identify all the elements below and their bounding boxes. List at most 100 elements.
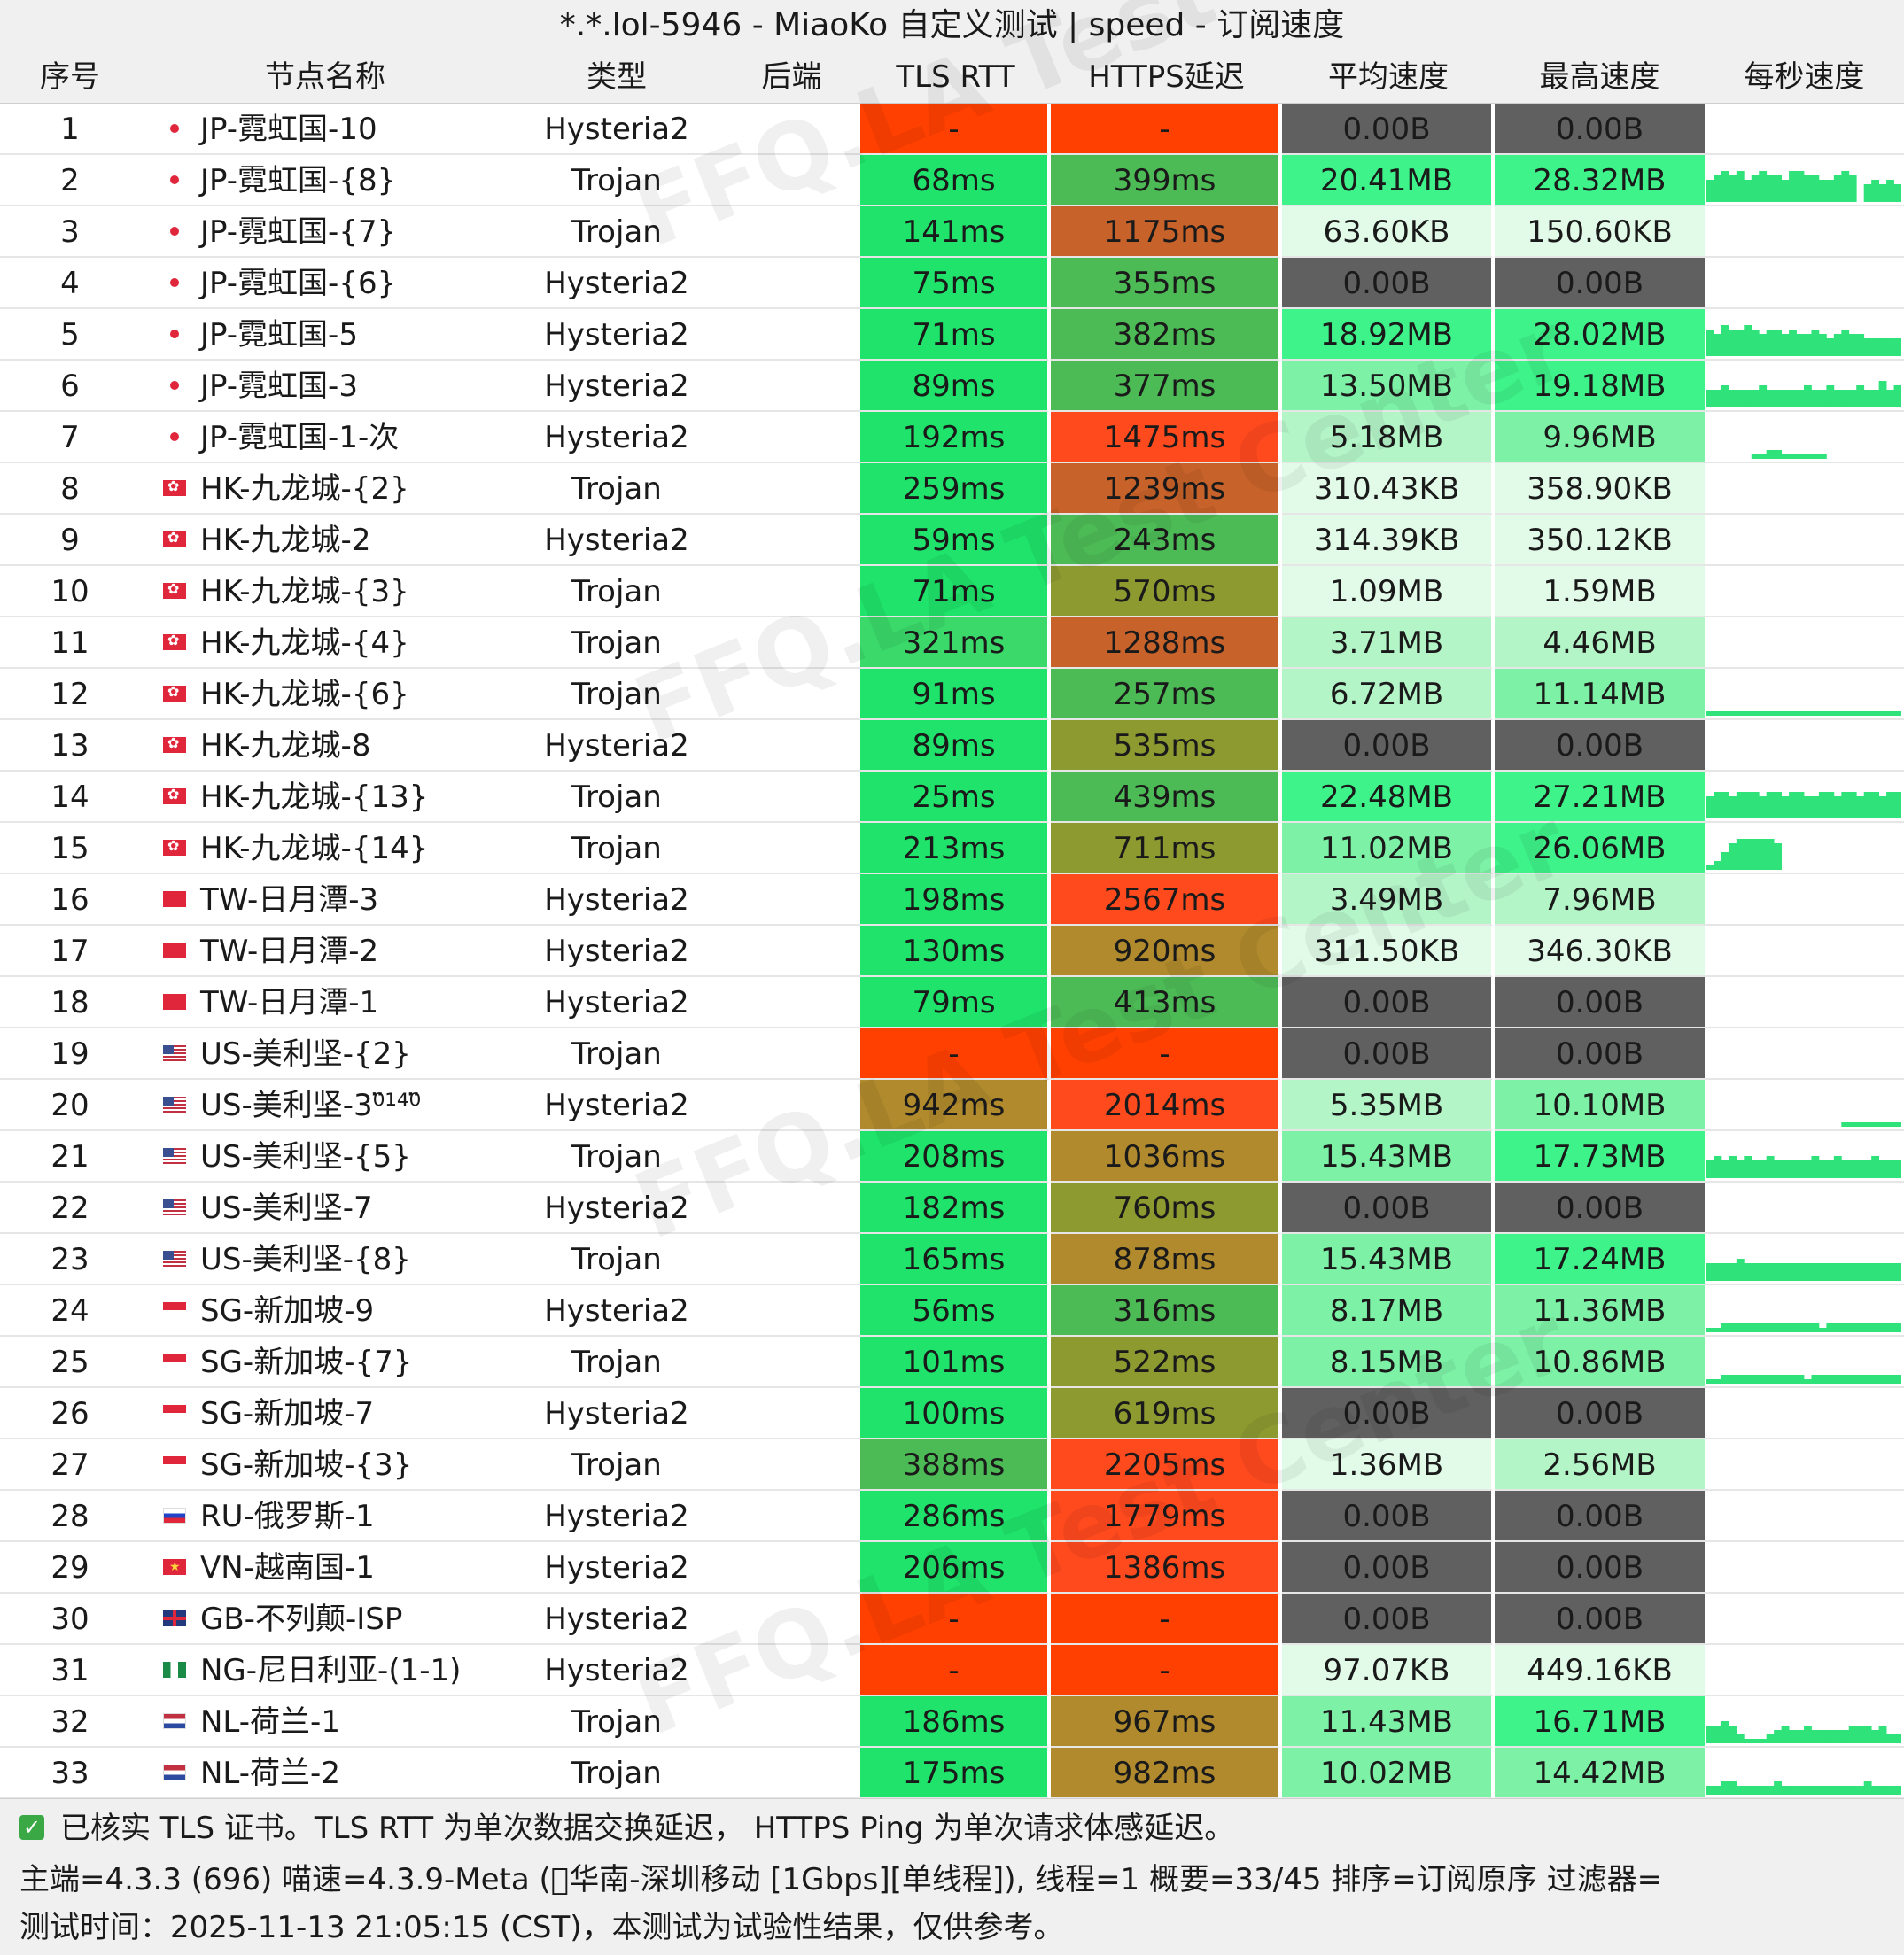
row-avg-speed: 3.49MB (1282, 874, 1493, 926)
table-row[interactable]: 33 NL-荷兰-2 Trojan 175ms 982ms 10.02MB 14.42MB (0, 1748, 1904, 1799)
table-row[interactable]: 19 US-美利坚-{2} Trojan - -0.00B 0.00B (0, 1028, 1904, 1080)
flag-hk-icon (163, 627, 186, 654)
table-row[interactable]: 6 JP-霓虹国-3 Hysteria2 89ms 377ms 13.50MB 19.18M… (0, 361, 1904, 412)
sparkline-bar (1751, 1323, 1760, 1332)
table-row[interactable]: 27 SG-新加坡-{3} Trojan 388ms 2205ms 1.36MB 2.56M… (0, 1439, 1904, 1491)
header-https-latency[interactable]: HTTPS延迟 (1088, 59, 1245, 95)
table-row[interactable]: 21 US-美利坚-{5} Trojan 208ms 1036ms 15.43MB 17.7… (0, 1131, 1904, 1183)
row-tls-rtt: - (860, 1645, 1049, 1696)
row-speed-sparkline (1705, 1696, 1904, 1748)
row-backend (723, 1439, 860, 1491)
table-row[interactable]: 24 SG-新加坡-9 Hysteria2 56ms 316ms 8.17MB 11.36M… (0, 1285, 1904, 1337)
table-row[interactable]: 9 HK-九龙城-2 Hysteria2 59ms243ms314.39KB350.1… (0, 515, 1904, 566)
row-node-name: HK-九龙城-{13} (140, 772, 510, 823)
table-row[interactable]: 1 JP-霓虹国-10 Hysteria2- -0.00B 0.00B (0, 104, 1904, 155)
row-tls-rtt: 206ms (860, 1542, 1049, 1594)
row-node-name: US-美利坚-3⁰̈¹⁴⁰̈ (140, 1080, 510, 1131)
header-node-name[interactable]: 节点名称 (265, 59, 385, 95)
row-avg-speed: 0.00B (1282, 1388, 1493, 1439)
table-row[interactable]: 4 JP-霓虹国-{6} Hysteria2 75ms 355ms 0.00B 0.00B (0, 258, 1904, 309)
row-node-name: HK-九龙城-{2} (140, 463, 510, 515)
table-row[interactable]: 20 US-美利坚-3⁰̈¹⁴⁰̈ Hysteria2 942ms 2014ms 5.35… (0, 1080, 1904, 1131)
sparkline-bar (1878, 711, 1887, 716)
sparkline-bar (1871, 180, 1880, 202)
sparkline-bar (1766, 1323, 1775, 1332)
sparkline-bar (1751, 1375, 1760, 1384)
sparkline-bar (1886, 180, 1894, 202)
row-speed-sparkline (1705, 926, 1904, 977)
table-row[interactable]: 31 NG-尼日利亚-(1-1) Hysteria2- -97.07KB 449.16K… (0, 1645, 1904, 1696)
row-avg-speed: 310.43KB (1282, 463, 1493, 515)
table-row[interactable]: 28 RU-俄罗斯-1 Hysteria2 286ms 1779ms 0.00B 0.00B (0, 1491, 1904, 1542)
flag-hk-icon (163, 833, 186, 859)
sparkline-bar (1826, 385, 1835, 407)
table-row[interactable]: 25 SG-新加坡-{7} Trojan 101ms 522ms 8.15MB 10.86M… (0, 1337, 1904, 1388)
table-row[interactable]: 7 JP-霓虹国-1-次 Hysteria2 192ms 1475ms 5.18MB 9.9… (0, 412, 1904, 463)
row-backend (723, 1183, 860, 1234)
row-avg-speed: 314.39KB (1282, 515, 1493, 566)
flag-hk-icon (163, 679, 186, 705)
row-max-speed: 7.96MB (1495, 874, 1705, 926)
header-type[interactable]: 类型 (587, 59, 647, 95)
row-node-name: HK-九龙城-2 (140, 515, 510, 566)
row-node-name: US-美利坚-{5} (140, 1131, 510, 1183)
row-type: Hysteria2 (510, 1183, 723, 1234)
sparkline-bar (1811, 711, 1820, 716)
row-https-latency: 2014ms (1051, 1080, 1280, 1131)
table-row[interactable]: 18 TW-日月潭-1 Hysteria2 79ms 413ms 0.00B 0.00B (0, 977, 1904, 1028)
header-tls-rtt[interactable]: TLS RTT (896, 59, 1015, 95)
table-row[interactable]: 8 HK-九龙城-{2} Trojan 259ms1239ms310.43KB358.… (0, 463, 1904, 515)
sparkline-bar (1863, 1726, 1872, 1743)
row-tls-rtt: 68ms (860, 155, 1049, 206)
table-row[interactable]: 17 TW-日月潭-2 Hysteria2 130ms 920ms 311.50KB 346… (0, 926, 1904, 977)
table-row[interactable]: 2 JP-霓虹国-{8} Trojan 68ms 399ms 20.41MB 28.32MB (0, 155, 1904, 206)
sparkline-bar (1789, 1323, 1797, 1332)
header-backend[interactable]: 后端 (761, 59, 822, 95)
node-name-text: JP-霓虹国-5 (200, 317, 358, 353)
table-row[interactable]: 32 NL-荷兰-1 Trojan 186ms 967ms 11.43MB 16.71MB (0, 1696, 1904, 1748)
sparkline-bar (1848, 1323, 1857, 1332)
table-row[interactable]: 15 HK-九龙城-{14} Trojan 213ms711ms11.02MB26.0… (0, 823, 1904, 874)
row-type: Hysteria2 (510, 1594, 723, 1645)
sparkline-bar (1878, 338, 1887, 356)
row-max-speed: 9.96MB (1495, 412, 1705, 463)
sparkline-bar (1848, 334, 1857, 356)
table-row[interactable]: 22 US-美利坚-7 Hysteria2 182ms 760ms 0.00B 0.00B (0, 1183, 1904, 1234)
sparkline-bar (1893, 385, 1901, 407)
table-row[interactable]: 14 HK-九龙城-{13} Trojan 25ms439ms22.48MB27.21… (0, 772, 1904, 823)
table-row[interactable]: 3 JP-霓虹国-{7} Trojan 141ms 1175ms 63.60KB 150.6… (0, 206, 1904, 258)
row-https-latency: 413ms (1051, 977, 1280, 1028)
sparkline-bar (1721, 1375, 1729, 1384)
row-type: Trojan (510, 772, 723, 823)
sparkline-bar (1886, 1263, 1894, 1281)
table-row[interactable]: 5 JP-霓虹国-5 Hysteria2 71ms 382ms 18.92MB 28.02M… (0, 309, 1904, 361)
table-row[interactable]: 23 US-美利坚-{8} Trojan 165ms 878ms 15.43MB 17.24… (0, 1234, 1904, 1285)
sparkline-bar (1871, 1786, 1880, 1795)
row-max-speed: 11.14MB (1495, 669, 1705, 720)
row-index: 20 (0, 1080, 140, 1131)
row-backend (723, 309, 860, 361)
row-speed-sparkline (1705, 1491, 1904, 1542)
row-https-latency: 967ms (1051, 1696, 1280, 1748)
sparkline-bar (1706, 1379, 1714, 1384)
header-index[interactable]: 序号 (40, 59, 100, 95)
sparkline-bar (1841, 1160, 1850, 1178)
sparkline-bar (1818, 1160, 1827, 1178)
table-row[interactable]: 26 SG-新加坡-7 Hysteria2 100ms 619ms 0.00B 0.00B (0, 1388, 1904, 1439)
row-index: 9 (0, 515, 140, 566)
row-type: Hysteria2 (510, 104, 723, 155)
row-https-latency: 1386ms (1051, 1542, 1280, 1594)
header-per-second-speed[interactable]: 每秒速度 (1744, 59, 1865, 95)
table-row[interactable]: 11 HK-九龙城-{4} Trojan 321ms1288ms3.71MB4.46M… (0, 617, 1904, 669)
table-row[interactable]: 16 TW-日月潭-3 Hysteria2 198ms 2567ms 3.49MB 7.96… (0, 874, 1904, 926)
table-row[interactable]: 30 GB-不列颠-ISP Hysteria2- -0.00B 0.00B (0, 1594, 1904, 1645)
sparkline-bar (1759, 1786, 1768, 1795)
flag-us-icon (163, 1250, 186, 1267)
header-avg-speed[interactable]: 平均速度 (1328, 59, 1449, 95)
sparkline-bar (1736, 171, 1745, 202)
header-max-speed[interactable]: 最高速度 (1539, 59, 1660, 95)
